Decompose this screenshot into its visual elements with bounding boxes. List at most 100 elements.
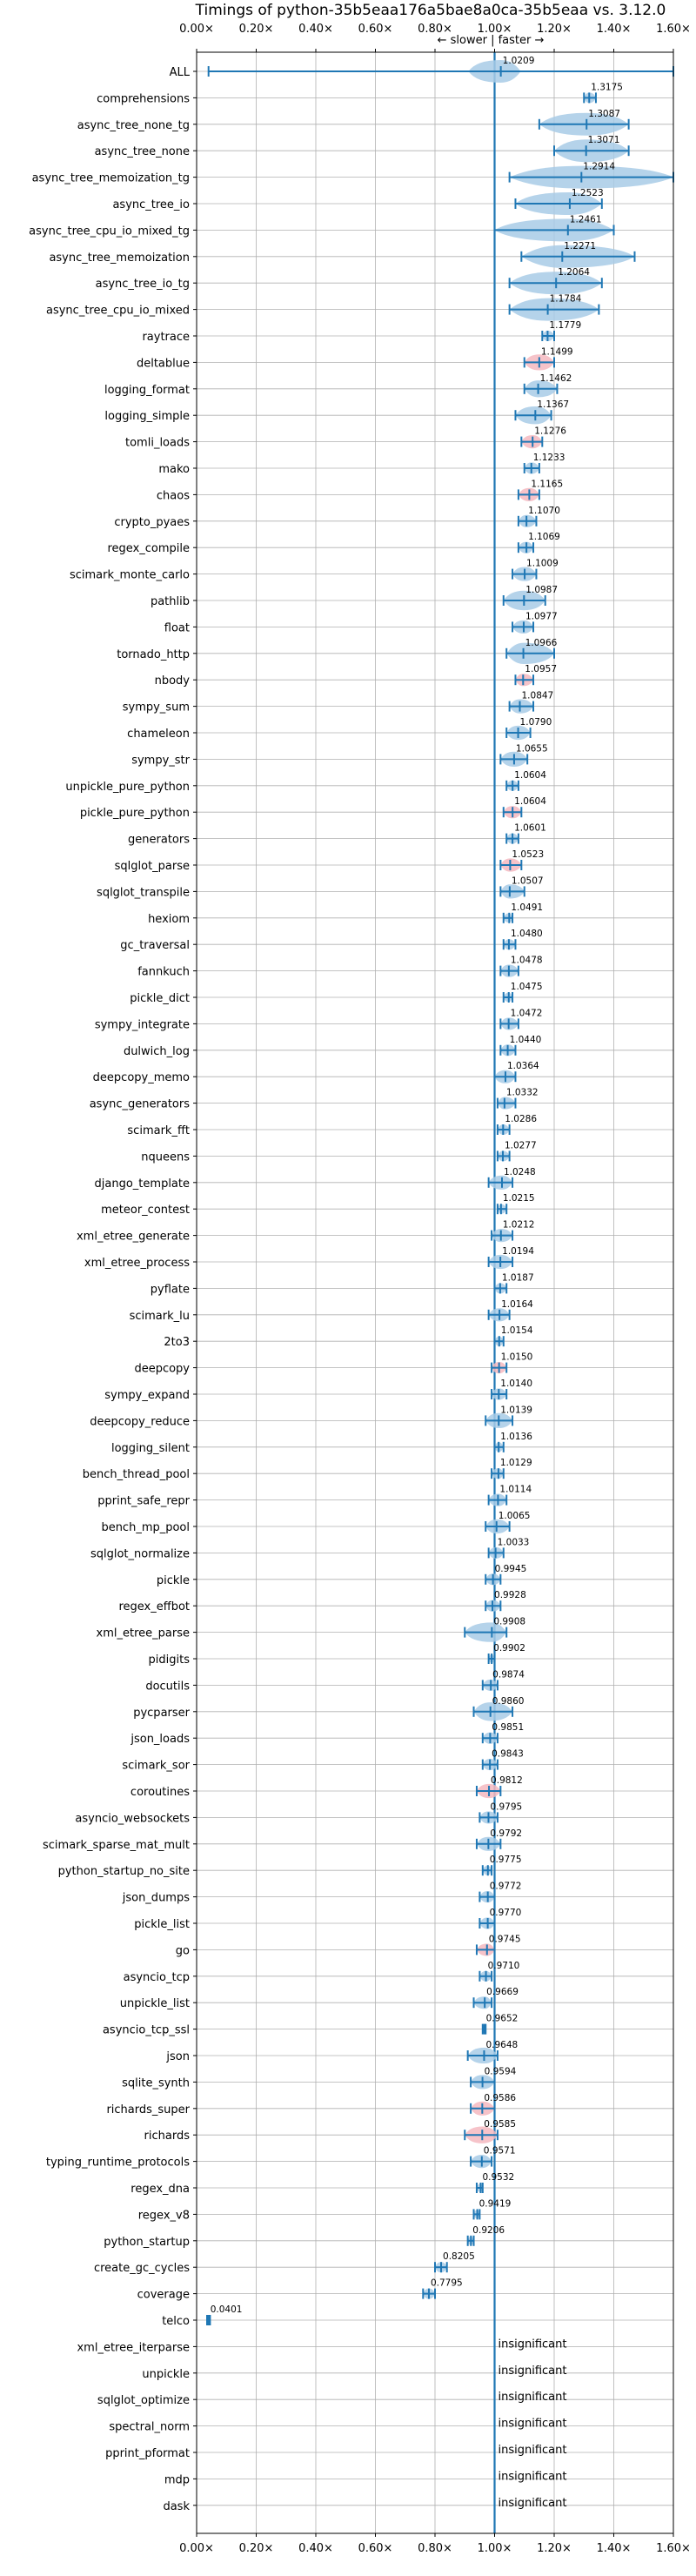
benchmark-label: spectral_norm bbox=[109, 2421, 190, 2434]
benchmark-label: sympy_str bbox=[131, 754, 190, 767]
y-axis: ALL comprehensions async_tree_none_tgasync… bbox=[29, 66, 197, 2513]
benchmark-label: pathlib bbox=[151, 595, 190, 608]
benchmark-label: sympy_sum bbox=[123, 701, 190, 714]
benchmark-label: bench_mp_pool bbox=[101, 1521, 190, 1534]
value-label: 1.0212 bbox=[503, 1220, 535, 1231]
benchmark-label: dulwich_log bbox=[124, 1045, 190, 1058]
benchmark-label: json_loads bbox=[130, 1733, 190, 1746]
value-label: 0.9745 bbox=[489, 1934, 521, 1944]
value-label: 0.9792 bbox=[490, 1828, 522, 1839]
benchmark-label: xml_etree_generate bbox=[77, 1231, 190, 1244]
value-label: 0.9851 bbox=[492, 1722, 524, 1733]
value-label: 1.1233 bbox=[533, 453, 566, 463]
value-label: 1.0472 bbox=[511, 1008, 543, 1018]
value-label: 1.2461 bbox=[570, 214, 602, 225]
insignificant-label: insignificant bbox=[499, 2365, 567, 2378]
benchmark-label: coverage bbox=[137, 2289, 190, 2302]
x-tick-label-top: 0.20× bbox=[239, 23, 274, 36]
benchmark-label: nqueens bbox=[141, 1150, 190, 1164]
benchmark-label: mako bbox=[158, 463, 190, 476]
value-label: 0.9908 bbox=[493, 1617, 525, 1627]
benchmark-label: pickle bbox=[157, 1574, 190, 1587]
value-label: 1.0507 bbox=[512, 875, 544, 886]
benchmark-label: python_startup bbox=[104, 2236, 190, 2249]
benchmark-label: pickle_dict bbox=[130, 992, 190, 1005]
benchmark-label: scimark_fft bbox=[127, 1124, 190, 1137]
benchmark-label: pycparser bbox=[133, 1707, 190, 1720]
benchmark-label: deepcopy_reduce bbox=[90, 1415, 190, 1428]
value-label: 0.0401 bbox=[211, 2304, 243, 2315]
benchmark-label: richards bbox=[144, 2130, 191, 2143]
value-label: 0.9586 bbox=[484, 2093, 516, 2103]
benchmark-label: float bbox=[164, 621, 190, 634]
x-tick-label-top: 1.60× bbox=[656, 23, 691, 36]
value-label: 0.9532 bbox=[482, 2172, 514, 2183]
value-label: 1.1165 bbox=[531, 479, 563, 489]
insignificant-label: insignificant bbox=[499, 2497, 567, 2510]
benchmark-label: unpickle bbox=[142, 2368, 190, 2381]
benchmark-label: scimark_sparse_mat_mult bbox=[43, 1839, 190, 1852]
value-label: 1.0966 bbox=[525, 638, 558, 648]
value-label: 1.0364 bbox=[507, 1061, 539, 1071]
value-label: 0.9772 bbox=[490, 1882, 522, 1892]
benchmark-label: scimark_monte_carlo bbox=[70, 569, 190, 582]
benchmark-label: create_gc_cycles bbox=[94, 2262, 190, 2275]
benchmark-label: async_tree_memoization bbox=[49, 252, 190, 265]
benchmark-label: logging_format bbox=[104, 384, 190, 397]
value-label: 1.0187 bbox=[502, 1272, 534, 1283]
x-tick-label-top: 1.00× bbox=[478, 23, 512, 36]
benchmark-label: coroutines bbox=[130, 1786, 190, 1799]
value-label: 0.9571 bbox=[484, 2146, 516, 2157]
x-tick-label-bottom: 1.60× bbox=[656, 2542, 691, 2555]
x-tick-label-top: 1.40× bbox=[597, 23, 632, 36]
value-label: 1.2064 bbox=[558, 267, 590, 278]
benchmark-label: sqlite_synth bbox=[122, 2076, 190, 2090]
value-label: 0.9652 bbox=[486, 2014, 519, 2024]
value-label: 1.0523 bbox=[512, 849, 544, 860]
value-label: 0.9206 bbox=[472, 2225, 505, 2236]
benchmark-label: regex_effbot bbox=[118, 1600, 190, 1613]
value-label: 1.1009 bbox=[526, 559, 559, 569]
benchmark-label: asyncio_websockets bbox=[75, 1812, 190, 1825]
value-label: 1.1069 bbox=[528, 532, 560, 542]
benchmark-label: tomli_loads bbox=[125, 437, 190, 450]
benchmark-label: fannkuch bbox=[137, 966, 190, 979]
benchmark-label: telco bbox=[162, 2315, 190, 2328]
benchmark-label: pyflate bbox=[151, 1283, 190, 1296]
benchmark-label: tornado_http bbox=[117, 648, 190, 661]
benchmark-label: regex_compile bbox=[107, 542, 190, 555]
x-tick-label-bottom: 1.40× bbox=[597, 2542, 632, 2555]
benchmark-label: python_startup_no_site bbox=[58, 1865, 190, 1878]
benchmark-label: generators bbox=[128, 834, 190, 847]
benchmark-label: nbody bbox=[155, 674, 191, 688]
value-label: 1.1276 bbox=[534, 426, 566, 437]
benchmark-label: async_tree_io bbox=[112, 198, 190, 211]
value-label: 1.1779 bbox=[549, 320, 581, 331]
benchmark-label: async_tree_cpu_io_mixed_tg bbox=[29, 225, 190, 238]
benchmark-label: pprint_pformat bbox=[105, 2447, 190, 2460]
benchmark-label: pickle_list bbox=[134, 1918, 190, 1931]
benchmark-label: async_generators bbox=[90, 1098, 191, 1111]
benchmark-label: go bbox=[176, 1944, 190, 1957]
x-tick-label-bottom: 0.40× bbox=[298, 2542, 333, 2555]
benchmark-label: mdp bbox=[164, 2473, 190, 2486]
benchmark-label: xml_etree_iterparse bbox=[77, 2341, 190, 2354]
benchmark-label: scimark_sor bbox=[122, 1760, 190, 1773]
benchmark-label: sqlglot_optimize bbox=[97, 2394, 190, 2407]
x-tick-label-bottom: 0.00× bbox=[179, 2542, 214, 2555]
value-label: 1.0114 bbox=[499, 1485, 532, 1495]
value-label: 1.0215 bbox=[503, 1193, 535, 1204]
benchmark-label: hexiom bbox=[148, 913, 190, 926]
x-tick-label-bottom: 0.20× bbox=[239, 2542, 274, 2555]
value-label: 1.0164 bbox=[501, 1299, 533, 1310]
benchmark-label: async_tree_io_tg bbox=[96, 278, 190, 291]
benchmark-label: pprint_safe_repr bbox=[97, 1495, 190, 1508]
value-label: 0.9860 bbox=[492, 1696, 525, 1707]
x-tick-label-bottom: 1.20× bbox=[537, 2542, 572, 2555]
value-label: 1.0604 bbox=[514, 770, 546, 781]
value-label: 1.1462 bbox=[540, 373, 572, 384]
value-label: 1.3087 bbox=[588, 109, 620, 119]
value-label: 1.3175 bbox=[591, 82, 623, 92]
benchmark-label: sqlglot_parse bbox=[115, 860, 190, 873]
